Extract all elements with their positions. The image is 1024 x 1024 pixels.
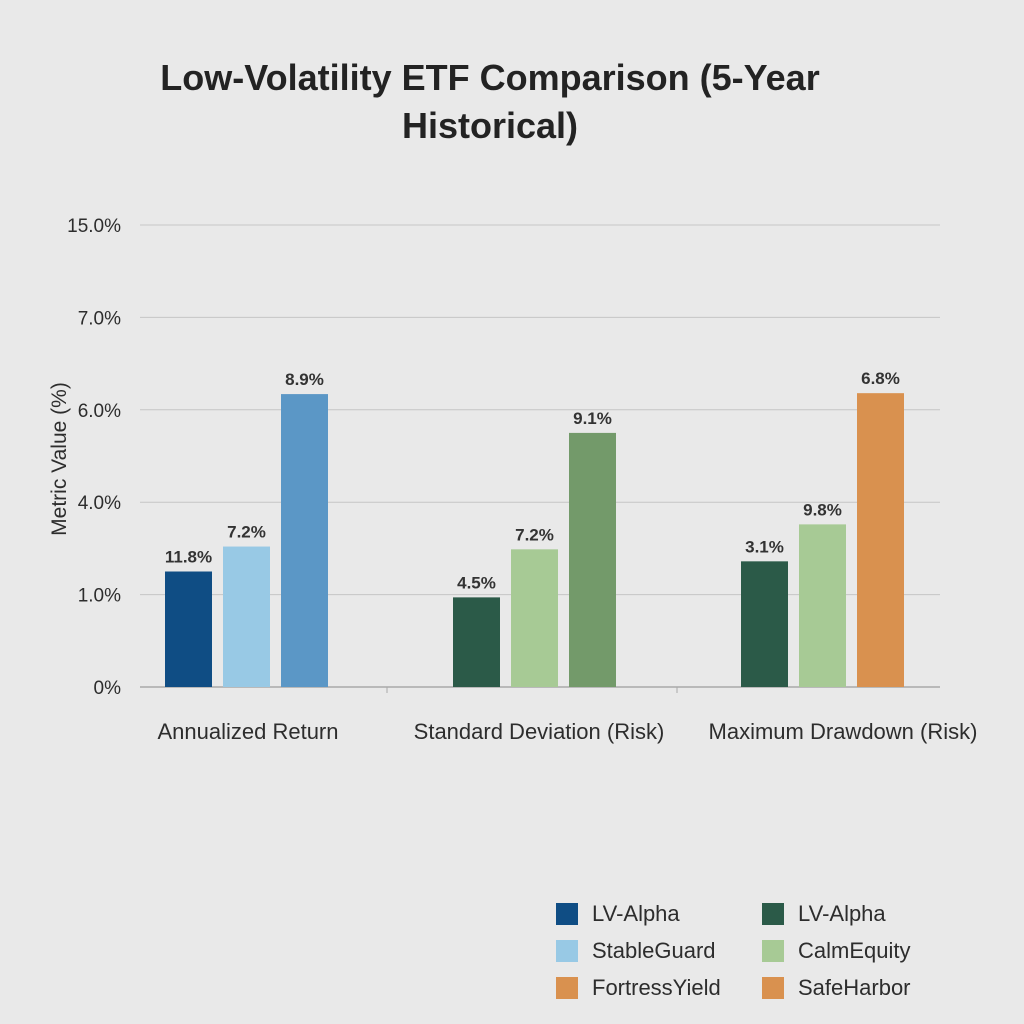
bar-data-label: 6.8% [861, 369, 900, 388]
x-category-label: Standard Deviation (Risk) [414, 719, 665, 744]
y-tick-label: 0% [94, 678, 122, 699]
y-tick-label: 15.0% [67, 216, 121, 237]
bar-data-label: 8.9% [285, 370, 324, 389]
bar-1-2 [223, 546, 270, 687]
legend-item: FortressYield [556, 970, 721, 1006]
legend-swatch [556, 940, 578, 962]
y-tick-label: 7.0% [78, 308, 121, 329]
bar-3-1 [741, 561, 788, 687]
x-category-label: Maximum Drawdown (Risk) [709, 719, 978, 744]
bar-2-2 [511, 549, 558, 687]
chart-title-line-2: Historical) [401, 105, 579, 146]
bar-3-3 [857, 393, 904, 687]
bar-data-label: 9.8% [803, 500, 842, 519]
legend-label: FortressYield [592, 975, 721, 1000]
bar-1-3 [281, 394, 328, 687]
bar-2-1 [453, 597, 500, 687]
legend-item: CalmEquity [762, 933, 910, 969]
y-tick-label: 6.0% [78, 401, 121, 422]
chart-title-line-1: Low-Volatility ETF Comparison (5-Year [160, 57, 820, 98]
y-tick-label: 4.0% [78, 493, 121, 514]
bar-1-1 [165, 571, 212, 687]
legend-swatch [762, 903, 784, 925]
chart-legend: LV-Alpha LV-Alpha StableGuard CalmEquity For… [556, 896, 996, 1008]
bar-data-label: 7.2% [227, 523, 266, 542]
bar-data-label: 11.8% [165, 548, 212, 567]
bar-data-label: 4.5% [457, 573, 496, 592]
legend-label: CalmEquity [798, 938, 911, 963]
legend-item: LV-Alpha [556, 896, 680, 932]
legend-swatch [762, 940, 784, 962]
legend-label: SafeHarbor [798, 975, 911, 1000]
bar-3-2 [799, 524, 846, 687]
bar-data-label: 7.2% [515, 525, 554, 544]
legend-swatch [556, 903, 578, 925]
legend-swatch [556, 977, 578, 999]
legend-item: SafeHarbor [762, 970, 911, 1006]
legend-item: StableGuard [556, 933, 716, 969]
bar-data-label: 3.1% [745, 537, 784, 556]
legend-swatch [762, 977, 784, 999]
legend-label: LV-Alpha [798, 901, 886, 926]
y-tick-label: 1.0% [78, 586, 121, 607]
bar-2-3 [569, 432, 616, 687]
legend-label: StableGuard [592, 938, 716, 963]
x-category-label: Annualized Return [157, 719, 338, 744]
legend-item: LV-Alpha [762, 896, 886, 932]
legend-label: LV-Alpha [592, 901, 680, 926]
bar-data-label: 9.1% [573, 409, 612, 428]
y-axis-label: Metric Value (%) [48, 382, 71, 536]
